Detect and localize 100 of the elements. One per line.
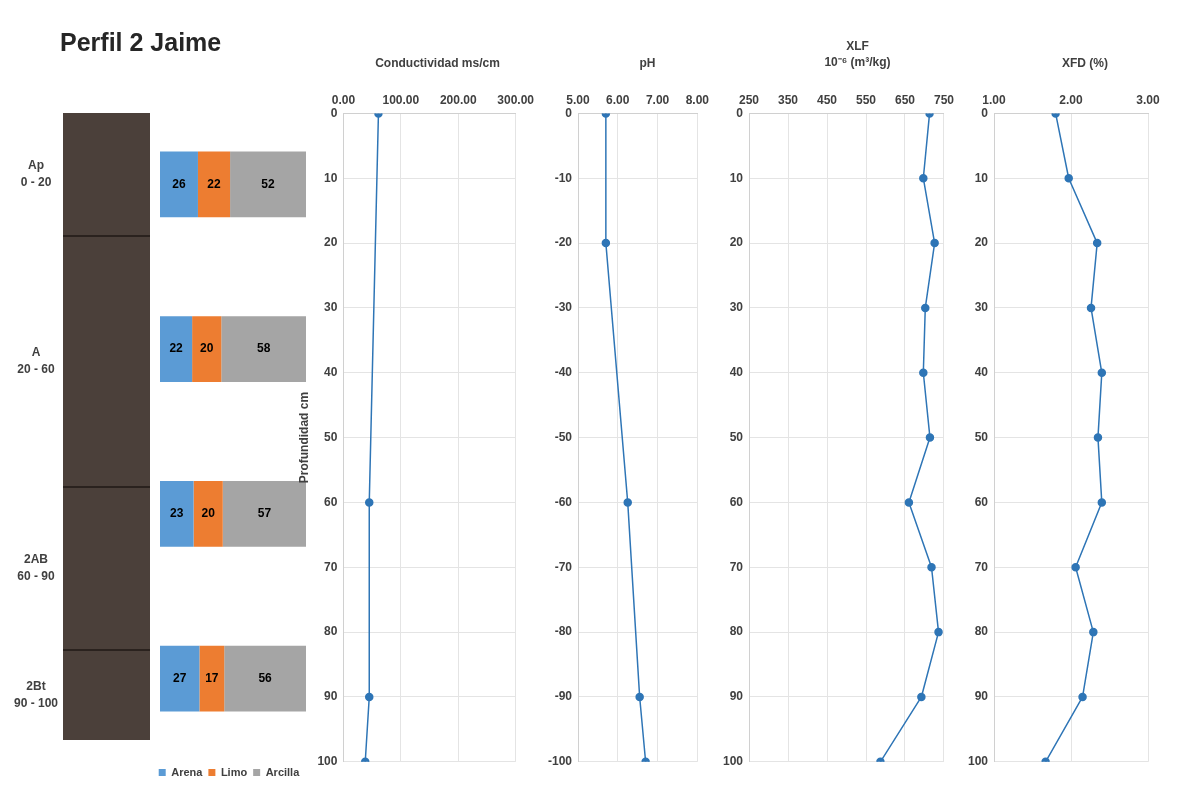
y-tick-label: 100 [967,754,989,769]
point [930,238,939,248]
point [917,692,926,702]
bar [160,645,200,712]
y-tick-label: 100 [722,754,744,769]
point [919,173,928,183]
bar [224,645,306,712]
chart-title: Conductividad ms/cm [374,55,501,70]
y-tick-label: 20 [729,235,744,250]
point [1097,368,1107,378]
text: 2AB 60 - 90 [16,551,56,586]
y-tick-label: 40 [324,365,338,380]
y-tick-label: 20 [974,235,989,250]
point [919,368,928,378]
y-tick-label: 10 [974,170,989,185]
data-label: 22 [207,176,222,191]
point [925,433,935,442]
bar [160,480,194,547]
y-tick-label: 50 [324,429,338,444]
y-tick-label: 10 [729,170,744,185]
chart-title: pH [638,55,657,70]
x-tick-label: 7.00 [645,92,670,107]
y-tick-label: 90 [974,689,989,704]
y-tick-label: 30 [974,300,989,315]
y-axis-title: Profundidad cm [296,391,311,484]
y-tick-label: -70 [554,559,573,574]
x-tick-label: 0.00 [331,92,356,107]
x-tick-label: 6.00 [606,92,630,107]
y-tick-label: 80 [974,624,989,639]
y-tick-label: -60 [554,494,573,509]
x-tick-label: 2.00 [1059,92,1084,107]
data-label: 23 [170,506,184,521]
y-tick-label: -30 [554,300,573,315]
x-tick-label: 8.00 [685,92,710,107]
y-tick-label: 30 [729,300,744,315]
x-tick-label: 750 [933,92,955,107]
y-tick-label: 20 [324,235,338,250]
y-tick-label: 60 [324,494,338,509]
point [1093,433,1103,442]
x-tick-label: 300.00 [497,92,535,107]
point [1097,498,1107,507]
y-tick-label: -90 [554,689,573,704]
point [904,498,914,507]
bar [230,151,306,218]
x-tick-label: 250 [739,92,760,107]
bar [197,151,231,218]
data-label: 26 [172,176,186,191]
y-tick-label: 100 [317,754,338,769]
data-label: 56 [258,670,273,685]
point [1086,303,1096,313]
bar [160,316,193,383]
y-tick-label: 50 [974,429,989,444]
point [635,692,644,702]
point [934,627,943,637]
x-tick-label: 200.00 [439,92,477,107]
x-tick-label: 100.00 [382,92,420,107]
point [1071,563,1080,572]
text: 2Bt 90 - 100 [12,677,59,712]
point [601,238,611,248]
y-tick-label: -100 [547,754,573,769]
chart-title: XLF 10⁻⁶ (m³/kg) [823,38,892,70]
y-tick-label: 40 [974,365,989,380]
data-label: 57 [257,506,272,521]
point [365,498,374,507]
y-tick-label: -50 [554,429,573,444]
legend-label: Arena [171,765,204,778]
x-tick-label: 5.00 [566,92,591,107]
text: Ap 0 - 20 [19,157,53,192]
point [1089,627,1098,637]
y-tick-label: -10 [554,170,573,185]
y-tick-label: 40 [729,365,744,380]
point [623,498,632,507]
chart-title: XFD (%) [1061,55,1109,70]
point [365,692,374,702]
bar [221,316,306,383]
x-tick-label: 450 [816,92,838,107]
bar [193,480,223,547]
data-label: 52 [261,176,276,191]
legend-label: Arcilla [265,765,301,778]
y-tick-label: 60 [974,494,989,509]
point [1078,692,1087,702]
x-tick-label: 1.00 [982,92,1007,107]
data-label: 58 [256,341,271,356]
point [927,563,936,572]
y-tick-label: 90 [729,689,744,704]
y-tick-label: -80 [554,624,573,639]
x-tick-label: 650 [894,92,916,107]
y-tick-label: 70 [324,559,338,574]
y-tick-label: 90 [324,689,338,704]
bar [199,645,225,712]
y-tick-label: 70 [974,559,989,574]
y-tick-label: 0 [330,105,338,120]
y-tick-label: 60 [729,494,744,509]
data-label: 22 [169,341,184,356]
bar [192,316,222,383]
y-tick-label: 50 [729,429,744,444]
point [1064,173,1073,183]
y-tick-label: 0 [565,105,573,120]
y-tick-label: 80 [729,624,744,639]
y-tick-label: 80 [324,624,338,639]
